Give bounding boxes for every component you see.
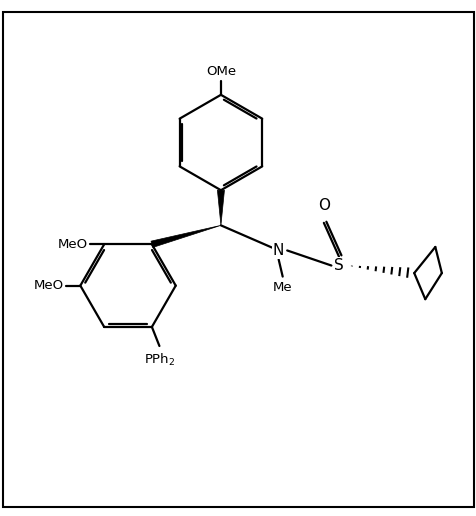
Text: PPh$_2$: PPh$_2$: [143, 352, 175, 368]
Polygon shape: [151, 225, 220, 248]
Polygon shape: [217, 190, 224, 225]
Text: N: N: [272, 243, 284, 258]
Text: O: O: [317, 198, 329, 213]
Text: Me: Me: [272, 281, 292, 294]
Text: MeO: MeO: [34, 279, 64, 292]
Text: MeO: MeO: [58, 238, 88, 251]
Text: S: S: [333, 258, 343, 273]
Text: OMe: OMe: [206, 65, 236, 78]
